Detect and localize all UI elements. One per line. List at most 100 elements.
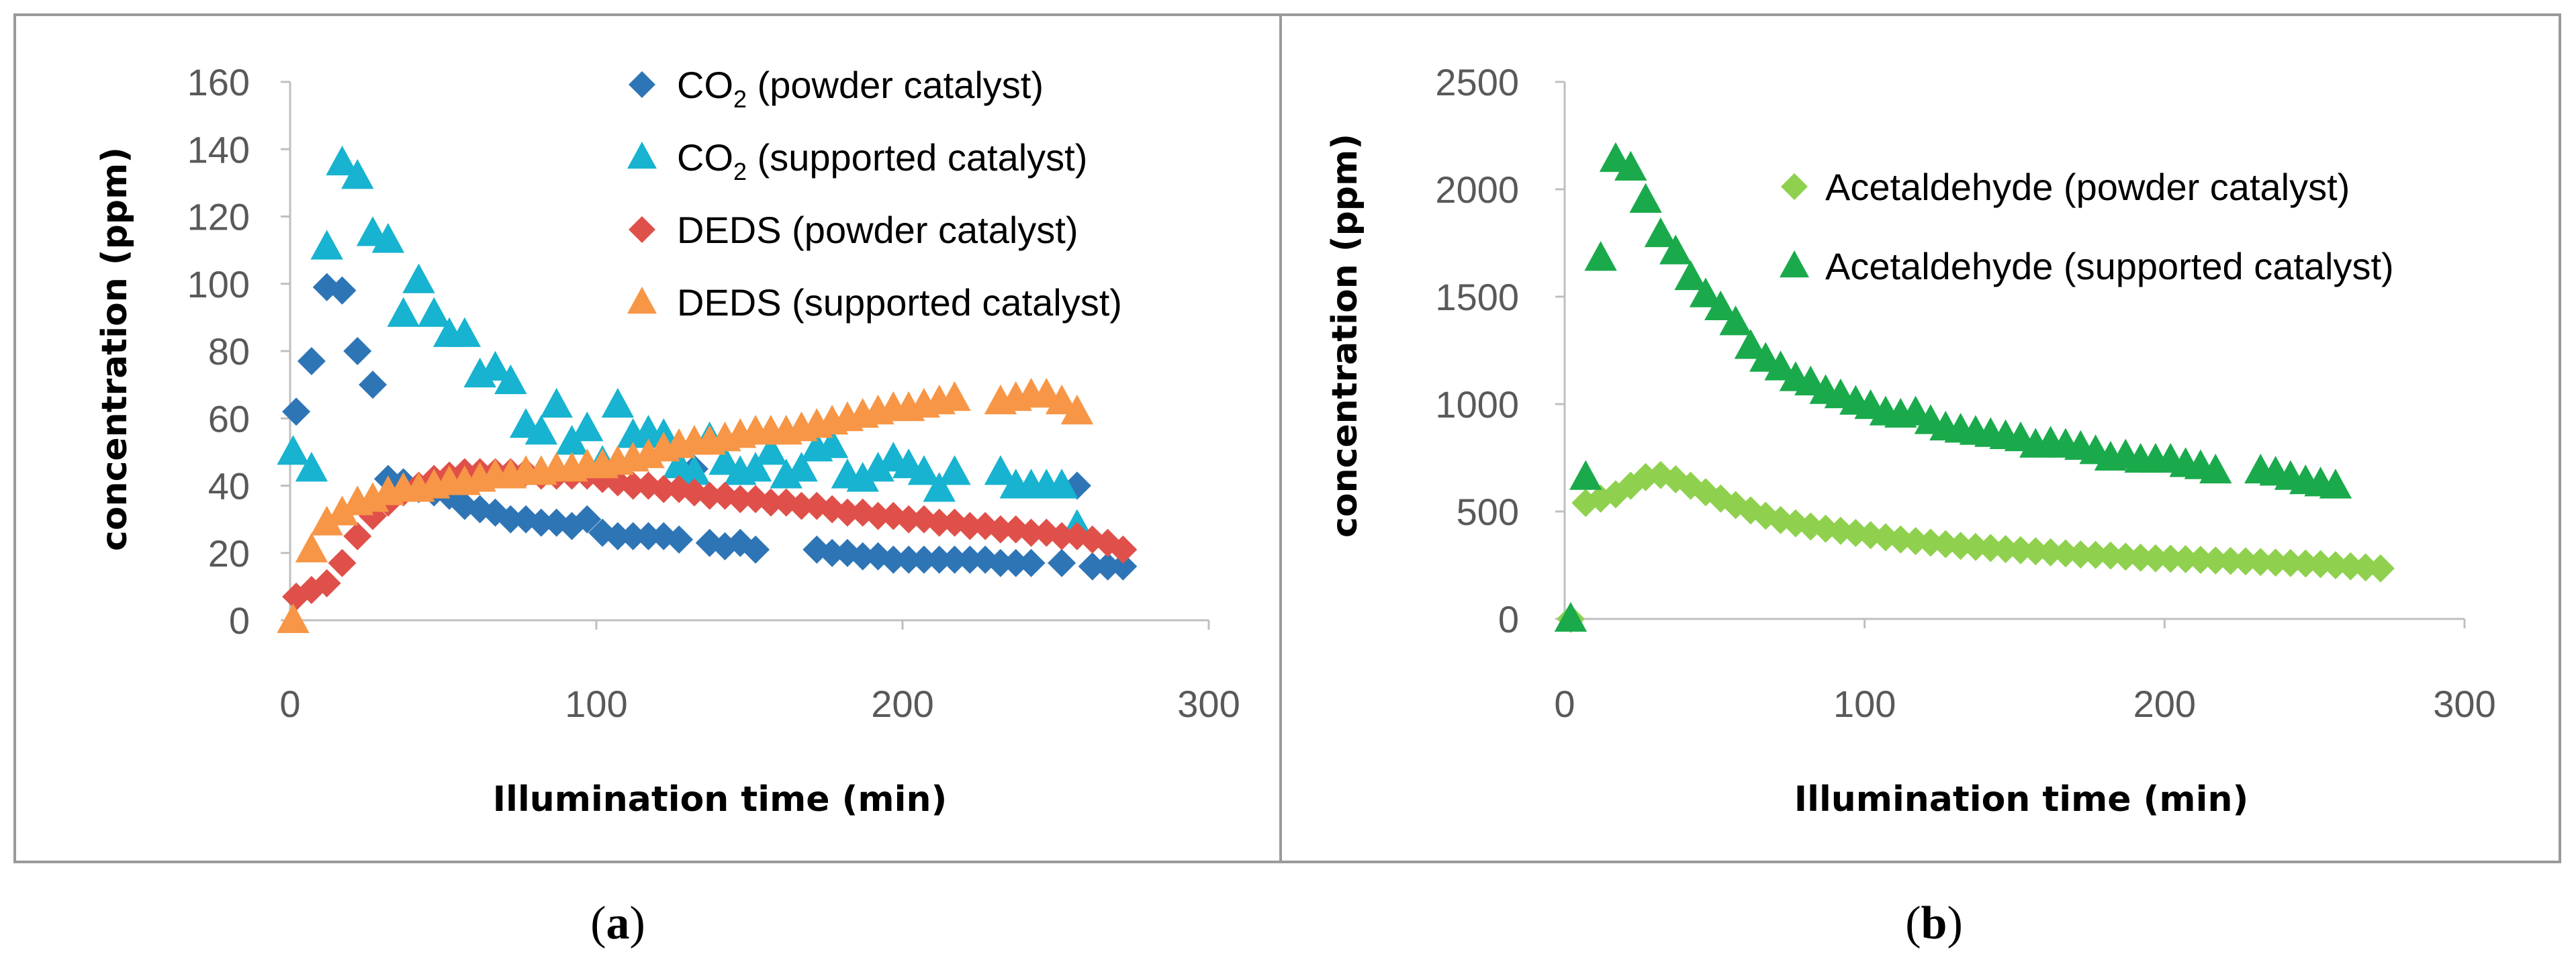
chart-a-series-0-point bbox=[603, 522, 632, 550]
chart-a-series-1-point bbox=[494, 364, 527, 395]
chart-b-series-0-point bbox=[2186, 546, 2215, 574]
chart-a-series-2-point bbox=[695, 481, 724, 510]
chart-a-series-2-point bbox=[833, 498, 862, 527]
chart-b-series-1-point bbox=[1764, 350, 1797, 381]
chart-a-series-0-point bbox=[618, 522, 647, 550]
chart-a-series-1-point bbox=[540, 387, 573, 418]
chart-a-series-0-point bbox=[741, 535, 770, 564]
chart-a-x-tick-label: 300 bbox=[1177, 683, 1240, 725]
chart-a-series-3-point bbox=[326, 495, 359, 526]
chart-b-series-0-point bbox=[2246, 548, 2275, 577]
chart-a-series-1-point bbox=[1045, 469, 1078, 499]
chart-b-y-tick-label: 1000 bbox=[1435, 383, 1519, 426]
chart-a-series-2-point bbox=[894, 505, 923, 534]
chart-b-series-0-point bbox=[2156, 544, 2185, 573]
chart-a-y-tick-label: 100 bbox=[187, 263, 250, 305]
chart-a-series-3-point bbox=[1060, 394, 1094, 425]
chart-a-series-3-point bbox=[938, 381, 971, 411]
panel-b: 0 500 1000 1500 2000 2500 0 100 200 300 Illuminati… bbox=[1325, 61, 2496, 820]
chart-a-series-0-point bbox=[1001, 548, 1030, 577]
chart-a-series-2-point bbox=[1048, 522, 1076, 550]
chart-a-series-2-point bbox=[956, 512, 984, 540]
chart-a-series-1-point bbox=[984, 455, 1017, 485]
chart-b-y-tick-label: 2500 bbox=[1435, 61, 1519, 103]
chart-b-series-1-point bbox=[1584, 241, 1617, 271]
chart-a-series-1-point bbox=[739, 452, 772, 482]
chart-a-legend-marker-0 bbox=[629, 71, 655, 98]
chart-a-y-tick-label: 80 bbox=[208, 330, 250, 373]
chart-b-series-0-point bbox=[2216, 546, 2245, 575]
chart-a-series-2-point bbox=[787, 491, 816, 520]
chart-a-series-3 bbox=[277, 377, 1094, 633]
chart-b-legend-marker-1 bbox=[1780, 250, 1809, 278]
chart-a-y-tick-label: 140 bbox=[187, 128, 250, 171]
chart-a-series-3-point bbox=[277, 603, 310, 633]
chart-a-x-tick-label: 200 bbox=[871, 683, 933, 725]
chart-a-series-2-point bbox=[312, 569, 341, 597]
chart-a-x-tick-label: 0 bbox=[279, 683, 300, 725]
chart-b-series-1-point bbox=[1644, 217, 1677, 248]
chart-a-series-2-point bbox=[864, 501, 892, 530]
chart-a-series-1 bbox=[277, 146, 1094, 539]
chart-a-series-1-point bbox=[571, 411, 604, 442]
chart-b-y-tick-label: 0 bbox=[1498, 598, 1519, 640]
chart-a-series-3-point bbox=[1045, 384, 1078, 415]
chart-a-series-2-point bbox=[343, 522, 372, 550]
chart-a-series-1-point bbox=[277, 435, 310, 465]
chart-a-series-0-point bbox=[956, 545, 984, 574]
chart-a-series-1-point bbox=[387, 297, 420, 327]
chart-a-series-1-point bbox=[815, 428, 849, 458]
chart-a-series-2-point bbox=[328, 548, 357, 577]
chart-b-series-0-point bbox=[2126, 543, 2155, 572]
chart-a-y-tick-label: 20 bbox=[208, 532, 250, 575]
chart-a-legend-marker-2 bbox=[629, 216, 655, 243]
chart-a-series-3-point bbox=[295, 532, 328, 563]
chart-a-series-0-point bbox=[986, 548, 1015, 577]
chart-a-series-0 bbox=[282, 273, 1138, 581]
chart-a-series-0-point bbox=[909, 545, 938, 574]
chart-b-series-1-point bbox=[1689, 277, 1722, 307]
chart-b-series-0-point bbox=[2366, 554, 2395, 583]
chart-a-series-0-point bbox=[925, 545, 954, 574]
chart-a-series-0-point bbox=[328, 276, 357, 305]
chart-a-legend-marker-1 bbox=[627, 142, 657, 169]
chart-a-series-1-point bbox=[708, 445, 741, 475]
chart-b-series-0-point bbox=[2201, 546, 2230, 575]
chart-b-series-1-point bbox=[1569, 460, 1602, 490]
chart-a-series-0-point bbox=[818, 538, 847, 567]
chart-a-series-1-point bbox=[524, 415, 558, 445]
chart-a-series-2-point bbox=[618, 471, 647, 500]
chart-a-x-axis-title: Illumination time (min) bbox=[493, 779, 947, 820]
chart-a-series-1-point bbox=[785, 452, 818, 482]
chart-a-y-tick-label: 160 bbox=[187, 61, 250, 103]
chart-b-series-1-point bbox=[1629, 183, 1662, 213]
chart-b-x-tick-label: 200 bbox=[2133, 683, 2196, 725]
chart-a-series-1-point bbox=[846, 462, 879, 492]
chart-a-y-tick-label: 40 bbox=[208, 465, 250, 507]
caption-a: (a) bbox=[590, 898, 645, 949]
chart-a-series-0-point bbox=[1078, 552, 1107, 581]
chart-b-series-1-point bbox=[2199, 453, 2232, 484]
chart-b-y-tick-label: 2000 bbox=[1435, 168, 1519, 211]
chart-a-series-1-point bbox=[341, 159, 374, 189]
chart-b-legend-label-1: Acetaldehyde (supported catalyst) bbox=[1825, 245, 2394, 287]
chart-a-y-tick-label: 120 bbox=[187, 196, 250, 238]
chart-a-legend-marker-3 bbox=[627, 287, 657, 314]
chart-a-series-1-point bbox=[907, 455, 941, 485]
chart-a-series-0-point bbox=[359, 371, 387, 399]
chart-a-series-1-point bbox=[371, 223, 405, 253]
chart-a-series-0-point bbox=[526, 508, 555, 537]
chart-a-series-0-point bbox=[297, 347, 326, 376]
chart-b-x-axis-title: Illumination time (min) bbox=[1794, 779, 2248, 820]
chart-a-series-0-point bbox=[879, 545, 908, 574]
panel-b-frame bbox=[1279, 13, 2561, 863]
chart-b-y-tick-label: 500 bbox=[1457, 491, 1519, 533]
chart-a-series-1-point bbox=[295, 452, 328, 482]
chart-a-series-0-point bbox=[343, 337, 372, 365]
chart-b-legend-label-0: Acetaldehyde (powder catalyst) bbox=[1825, 166, 2350, 208]
chart-a-series-1-point bbox=[754, 435, 788, 465]
chart-a-y-tick-label: 60 bbox=[208, 397, 250, 440]
chart-b-series-0-point bbox=[2276, 548, 2305, 577]
chart-b-series-0-point bbox=[2081, 540, 2110, 569]
chart-a-legend-label-2: DEDS (powder catalyst) bbox=[677, 209, 1078, 251]
